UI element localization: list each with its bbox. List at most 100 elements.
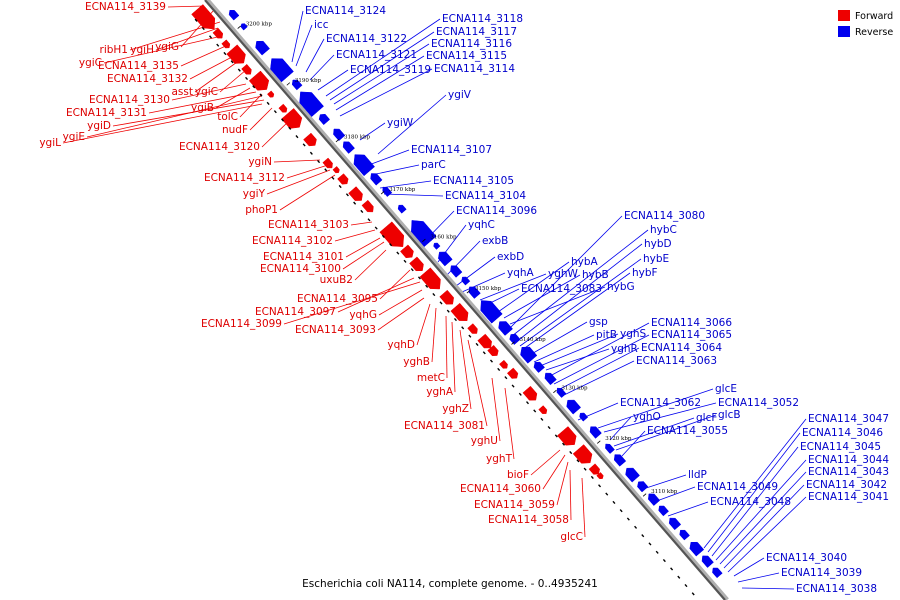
forward-gene-label[interactable]: ygiD: [87, 120, 111, 132]
reverse-gene-feature[interactable]: [509, 333, 521, 345]
forward-gene-feature[interactable]: [467, 323, 478, 334]
reverse-gene-label[interactable]: ECNA114_3044: [808, 454, 889, 466]
forward-gene-label[interactable]: yqhD: [387, 339, 415, 351]
forward-gene-feature[interactable]: [522, 385, 538, 401]
forward-gene-label[interactable]: ECNA114_3093: [295, 324, 376, 336]
forward-gene-label[interactable]: ygiE: [63, 131, 85, 143]
forward-gene-label[interactable]: ygiY: [243, 188, 266, 200]
reverse-gene-label[interactable]: yghR: [611, 343, 638, 355]
forward-gene-label[interactable]: asst: [172, 86, 194, 98]
reverse-gene-label[interactable]: gsp: [589, 316, 608, 328]
reverse-gene-feature[interactable]: [270, 58, 294, 83]
forward-gene-feature[interactable]: [226, 44, 246, 64]
forward-gene-label[interactable]: yghB: [403, 356, 430, 368]
forward-gene-feature[interactable]: [281, 108, 303, 129]
reverse-gene-label[interactable]: ECNA114_3042: [806, 479, 887, 491]
reverse-gene-label[interactable]: hybE: [643, 253, 669, 265]
reverse-gene-label[interactable]: ECNA114_3117: [436, 26, 517, 38]
forward-gene-label[interactable]: ECNA114_3060: [460, 483, 541, 495]
forward-gene-label[interactable]: yqhG: [349, 309, 377, 321]
reverse-gene-label[interactable]: ECNA114_3048: [710, 496, 791, 508]
reverse-gene-feature[interactable]: [438, 251, 453, 267]
forward-gene-feature[interactable]: [419, 267, 441, 290]
reverse-gene-label[interactable]: ECNA114_3121: [336, 49, 417, 61]
forward-gene-label[interactable]: ygiC: [195, 86, 218, 98]
reverse-gene-label[interactable]: ECNA114_3080: [624, 210, 705, 222]
forward-gene-label[interactable]: ygiL: [39, 137, 61, 149]
reverse-gene-label[interactable]: lldP: [688, 469, 707, 481]
reverse-gene-feature[interactable]: [520, 346, 538, 364]
forward-gene-feature[interactable]: [506, 367, 519, 379]
reverse-gene-label[interactable]: ECNA114_3104: [445, 190, 526, 202]
forward-gene-label[interactable]: yghT: [486, 453, 513, 465]
reverse-gene-label[interactable]: yghW: [548, 268, 579, 280]
reverse-gene-label[interactable]: exbB: [482, 235, 508, 247]
reverse-gene-feature[interactable]: [648, 493, 661, 506]
reverse-gene-feature[interactable]: [461, 276, 471, 286]
forward-gene-label[interactable]: uxuB2: [320, 274, 353, 286]
reverse-gene-label[interactable]: yghO: [633, 411, 661, 423]
forward-gene-label[interactable]: ECNA114_3112: [204, 172, 285, 184]
reverse-gene-label[interactable]: ECNA114_3063: [636, 355, 717, 367]
reverse-gene-feature[interactable]: [689, 541, 705, 557]
forward-gene-label[interactable]: ECNA114_3135: [98, 60, 179, 72]
reverse-gene-label[interactable]: yqhC: [468, 219, 495, 231]
forward-gene-label[interactable]: ygiN: [248, 156, 272, 168]
reverse-gene-label[interactable]: ECNA114_3118: [442, 13, 523, 25]
forward-gene-label[interactable]: ygiG: [155, 41, 179, 53]
forward-gene-label[interactable]: ECNA114_3131: [66, 107, 147, 119]
forward-gene-label[interactable]: ygiH: [130, 44, 154, 56]
forward-gene-feature[interactable]: [400, 244, 414, 259]
forward-gene-label[interactable]: tolC: [217, 111, 238, 123]
reverse-gene-feature[interactable]: [480, 300, 503, 324]
reverse-gene-feature[interactable]: [679, 529, 690, 541]
forward-gene-label[interactable]: ygiC: [79, 57, 102, 69]
reverse-gene-label[interactable]: hybD: [644, 238, 672, 250]
reverse-gene-label[interactable]: icc: [314, 19, 329, 31]
forward-gene-label[interactable]: ECNA114_3101: [263, 251, 344, 263]
reverse-gene-label[interactable]: hybA: [571, 256, 599, 268]
reverse-gene-feature[interactable]: [658, 505, 669, 517]
reverse-gene-feature[interactable]: [291, 79, 303, 91]
reverse-gene-feature[interactable]: [370, 173, 383, 186]
reverse-gene-label[interactable]: ECNA114_3046: [802, 427, 883, 439]
forward-gene-label[interactable]: ECNA114_3102: [252, 235, 333, 247]
forward-gene-feature[interactable]: [538, 405, 548, 414]
reverse-gene-label[interactable]: ECNA114_3122: [326, 33, 407, 45]
forward-gene-feature[interactable]: [337, 173, 349, 185]
reverse-gene-label[interactable]: ECNA114_3047: [808, 413, 889, 425]
reverse-gene-feature[interactable]: [240, 23, 248, 31]
reverse-gene-feature[interactable]: [255, 40, 270, 56]
reverse-gene-label[interactable]: ECNA114_3116: [431, 38, 512, 50]
reverse-gene-feature[interactable]: [533, 361, 545, 373]
reverse-gene-label[interactable]: ygiV: [448, 89, 472, 101]
reverse-gene-label[interactable]: ECNA114_3041: [808, 491, 889, 503]
forward-gene-feature[interactable]: [303, 132, 317, 147]
reverse-gene-feature[interactable]: [579, 412, 589, 422]
reverse-gene-label[interactable]: ECNA114_3062: [620, 397, 701, 409]
forward-gene-feature[interactable]: [409, 256, 424, 272]
reverse-gene-label[interactable]: ECNA114_3083: [521, 283, 602, 295]
reverse-gene-feature[interactable]: [637, 481, 649, 493]
reverse-gene-feature[interactable]: [566, 399, 582, 415]
reverse-gene-feature[interactable]: [299, 91, 324, 118]
reverse-gene-feature[interactable]: [701, 555, 714, 568]
reverse-gene-label[interactable]: ECNA114_3038: [796, 583, 877, 595]
forward-gene-label[interactable]: yghA: [426, 386, 454, 398]
reverse-gene-feature[interactable]: [712, 567, 723, 579]
reverse-gene-label[interactable]: ECNA114_3049: [697, 481, 778, 493]
reverse-gene-feature[interactable]: [544, 372, 557, 386]
reverse-gene-feature[interactable]: [397, 204, 407, 214]
reverse-gene-label[interactable]: ECNA114_3040: [766, 552, 847, 564]
forward-gene-label[interactable]: yghZ: [442, 403, 469, 415]
reverse-gene-feature[interactable]: [668, 517, 682, 531]
reverse-gene-label[interactable]: ECNA114_3043: [808, 466, 889, 478]
reverse-gene-feature[interactable]: [353, 154, 375, 177]
forward-gene-label[interactable]: ECNA114_3097: [255, 306, 336, 318]
forward-gene-label[interactable]: glcC: [560, 531, 583, 543]
forward-gene-feature[interactable]: [191, 4, 216, 30]
reverse-gene-feature[interactable]: [342, 141, 355, 154]
reverse-gene-feature[interactable]: [498, 321, 513, 336]
reverse-gene-feature[interactable]: [605, 443, 615, 454]
reverse-gene-label[interactable]: ECNA114_3065: [651, 329, 732, 341]
